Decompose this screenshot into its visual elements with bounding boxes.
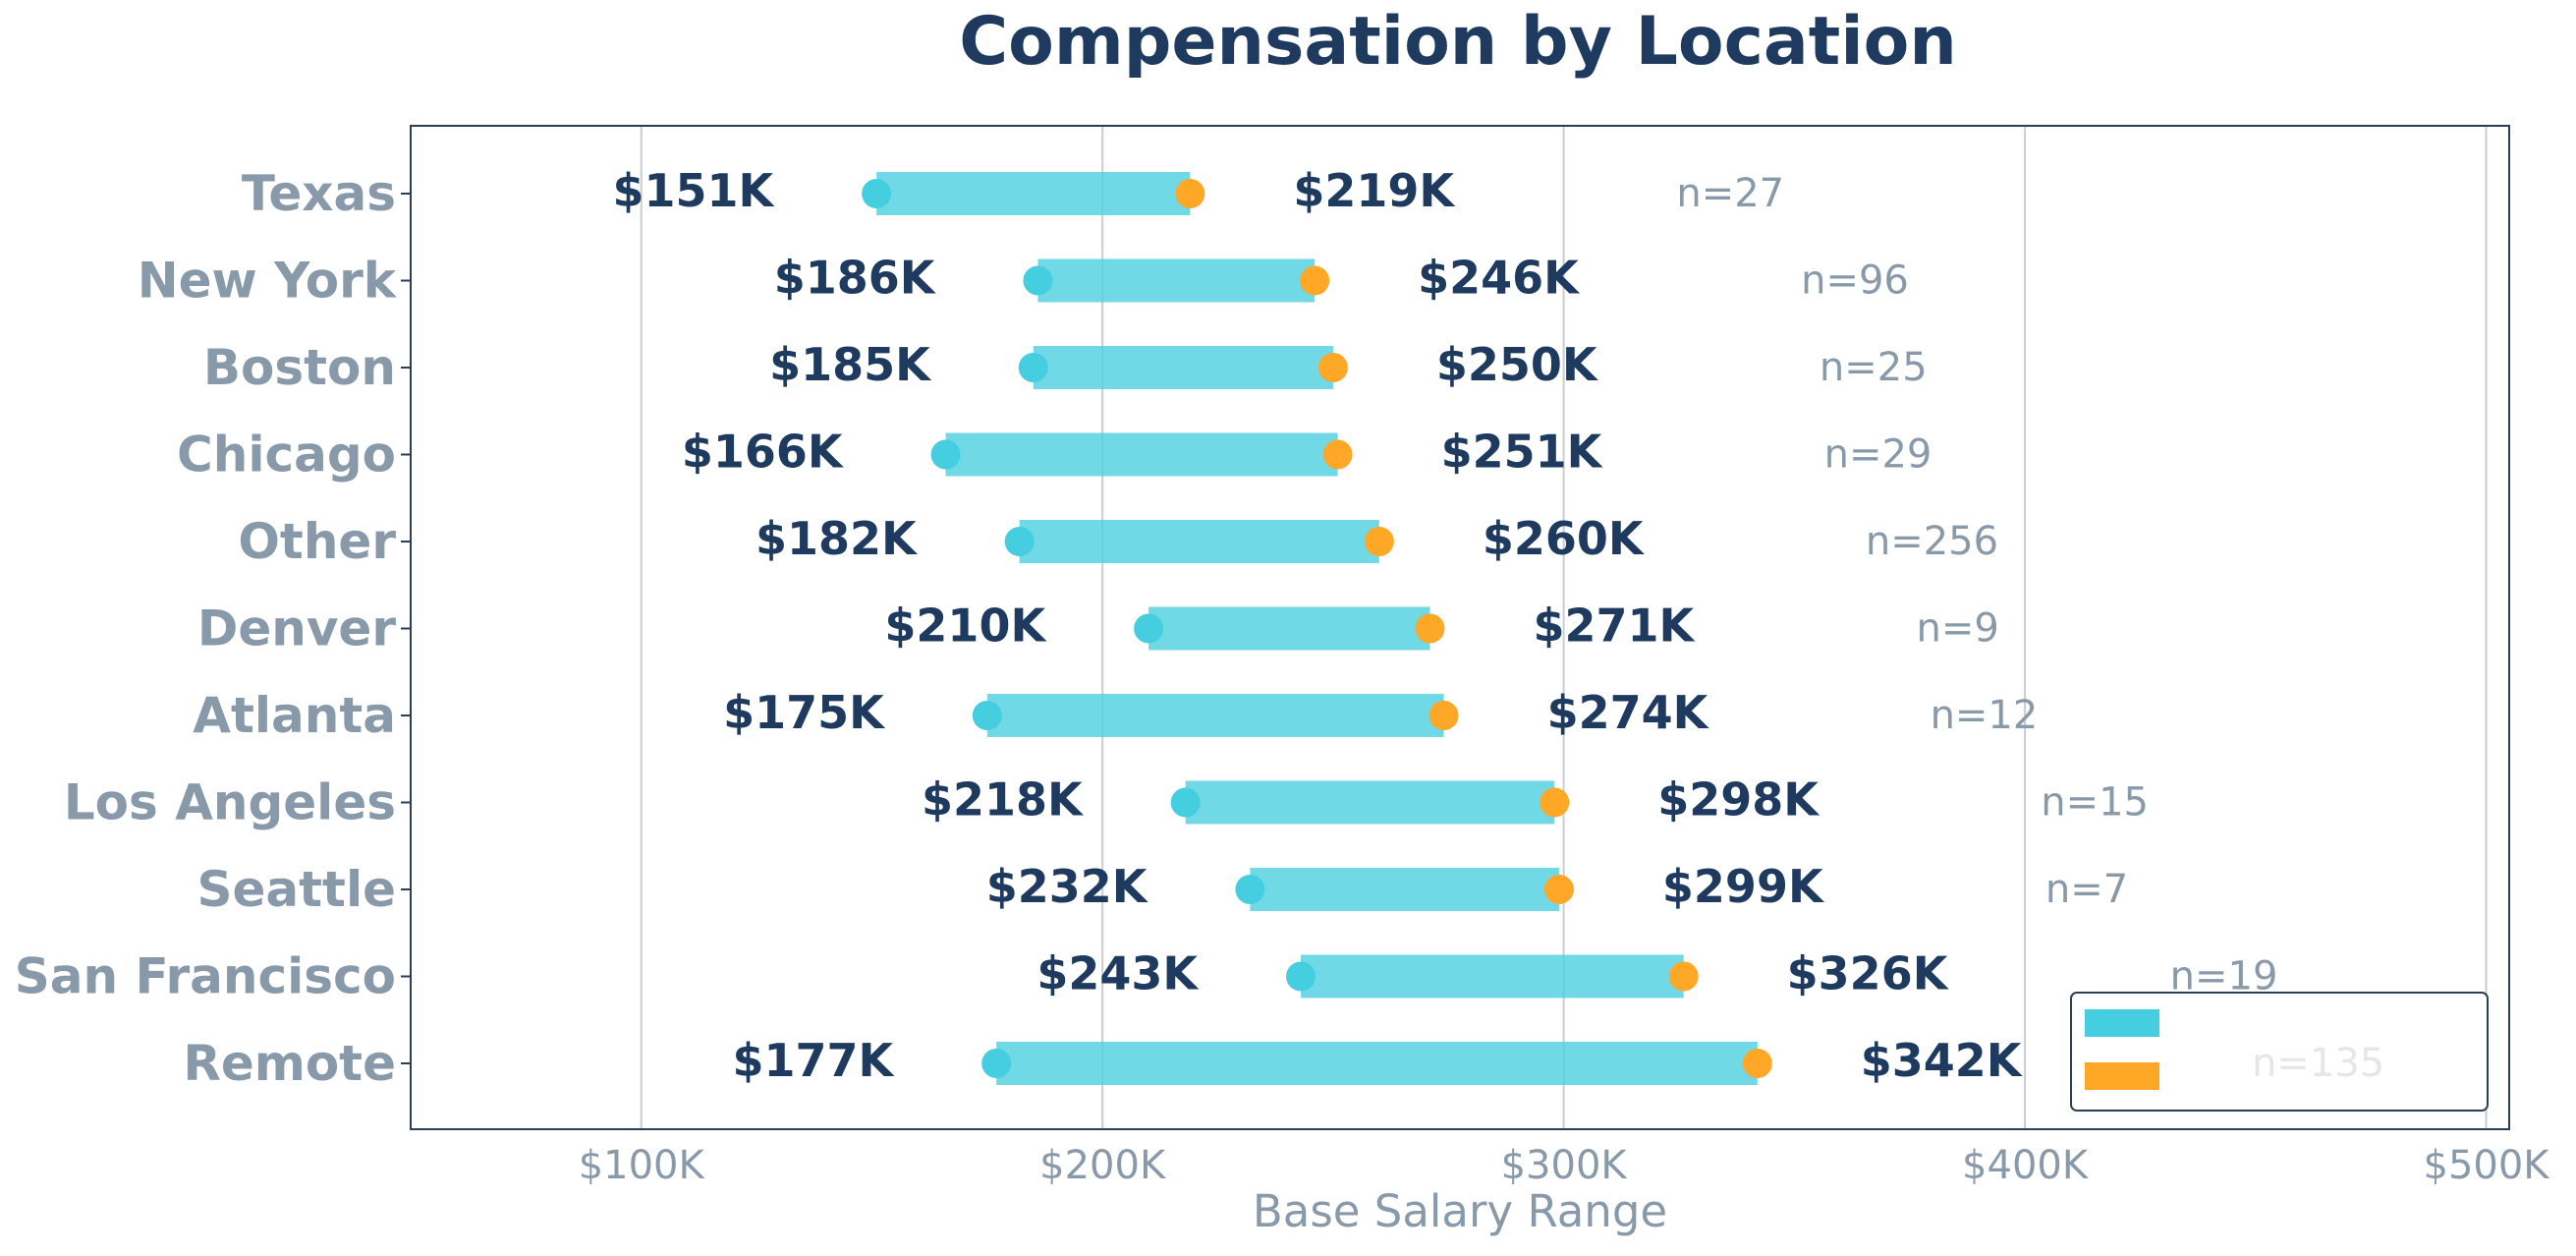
min-marker	[1134, 613, 1164, 644]
min-value-label: $175K	[723, 686, 886, 739]
min-value-label: $182K	[756, 512, 919, 565]
max-marker	[1543, 875, 1574, 904]
max-value-label: $250K	[1436, 338, 1599, 391]
max-value-label: $260K	[1483, 512, 1646, 565]
range-bar	[986, 694, 1444, 737]
legend-overlap-text: n=135	[2252, 1041, 2384, 1086]
category-label: New York	[138, 253, 398, 310]
min-marker	[1235, 875, 1265, 904]
data-labels: $151K $219K n=27 $186K $246K n=96 $185K $250K n=…	[612, 164, 2377, 1087]
chart-title: Compensation by Location	[959, 3, 1957, 81]
min-marker	[930, 439, 961, 470]
count-label: n=25	[1820, 345, 1928, 390]
category-label: Boston	[203, 339, 396, 396]
range-bar	[1148, 606, 1430, 651]
min-marker	[1170, 787, 1201, 818]
min-value-label: $151K	[612, 164, 775, 217]
x-axis-title: Base Salary Range	[1253, 1185, 1667, 1237]
min-value-label: $232K	[986, 860, 1149, 913]
range-bar	[1185, 780, 1555, 825]
x-axis-ticks: $100K $200K $300K $400K $500K	[579, 1143, 2551, 1188]
legend: n=135	[2070, 992, 2489, 1112]
range-bar	[876, 172, 1191, 215]
count-label: n=19	[2170, 954, 2278, 999]
category-label: Los Angeles	[64, 774, 396, 831]
min-marker	[1004, 527, 1035, 556]
max-marker	[1175, 179, 1205, 208]
max-value-label: $299K	[1662, 860, 1825, 913]
max-marker	[1415, 613, 1445, 644]
plot-frame	[410, 125, 2510, 1130]
range-bar	[945, 432, 1338, 477]
max-marker	[1540, 787, 1570, 818]
min-value-label: $177K	[733, 1034, 896, 1087]
max-value-label: $274K	[1547, 686, 1710, 739]
range-bar	[996, 1042, 1758, 1085]
count-label: n=256	[1866, 519, 1998, 564]
range-markers	[862, 179, 1772, 1078]
max-value-label: $342K	[1861, 1034, 2024, 1087]
min-marker	[972, 701, 1002, 730]
max-marker	[1300, 265, 1330, 296]
legend-swatch-min	[2085, 1009, 2159, 1037]
category-label: Denver	[197, 600, 397, 657]
count-label: n=12	[1931, 693, 2039, 738]
category-labels: Texas New York Boston Chicago Other Denver Atl…	[15, 165, 411, 1092]
x-tick-label: $100K	[579, 1143, 706, 1188]
count-label: n=7	[2045, 867, 2128, 912]
range-bar	[1301, 954, 1684, 999]
category-label: Atlanta	[193, 687, 396, 744]
range-bar	[1019, 520, 1379, 563]
max-value-label: $326K	[1787, 947, 1950, 1000]
min-value-label: $210K	[884, 599, 1047, 653]
category-label: San Francisco	[15, 948, 396, 1005]
range-bar	[1033, 346, 1333, 389]
min-value-label: $186K	[774, 252, 937, 305]
count-label: n=15	[2041, 780, 2149, 826]
max-value-label: $271K	[1533, 599, 1696, 653]
max-marker	[1317, 353, 1348, 382]
count-label: n=27	[1676, 171, 1784, 216]
category-label: Seattle	[196, 861, 396, 918]
range-bars	[876, 172, 1758, 1085]
category-label: Texas	[242, 165, 396, 222]
legend-box	[2070, 992, 2489, 1112]
min-value-label: $243K	[1036, 947, 1200, 1000]
max-value-label: $251K	[1441, 426, 1604, 479]
count-label: n=29	[1824, 432, 1932, 478]
min-value-label: $218K	[922, 773, 1085, 827]
count-label: n=96	[1801, 258, 1909, 304]
max-marker	[1742, 1049, 1772, 1078]
category-label: Remote	[183, 1035, 396, 1092]
x-tick-label: $300K	[1501, 1143, 1629, 1188]
max-value-label: $219K	[1293, 164, 1456, 217]
x-tick-label: $200K	[1039, 1143, 1167, 1188]
count-label: n=9	[1916, 606, 1998, 652]
min-value-label: $185K	[769, 338, 932, 391]
min-marker	[1018, 353, 1048, 382]
min-marker	[981, 1049, 1012, 1078]
max-value-label: $298K	[1657, 773, 1820, 827]
category-label: Chicago	[177, 427, 396, 484]
min-marker	[1023, 265, 1053, 296]
max-marker	[1364, 527, 1394, 556]
x-tick-label: $400K	[1962, 1143, 2090, 1188]
x-tick-label: $500K	[2424, 1143, 2551, 1188]
min-marker	[1286, 961, 1316, 992]
max-marker	[1428, 701, 1459, 730]
min-marker	[862, 179, 892, 208]
range-bar	[1037, 258, 1316, 303]
min-value-label: $166K	[682, 426, 845, 479]
max-value-label: $246K	[1418, 252, 1581, 305]
legend-swatch-max	[2085, 1062, 2159, 1090]
max-marker	[1322, 439, 1353, 470]
range-bar	[1250, 868, 1559, 911]
category-label: Other	[238, 513, 396, 570]
max-marker	[1668, 961, 1699, 992]
